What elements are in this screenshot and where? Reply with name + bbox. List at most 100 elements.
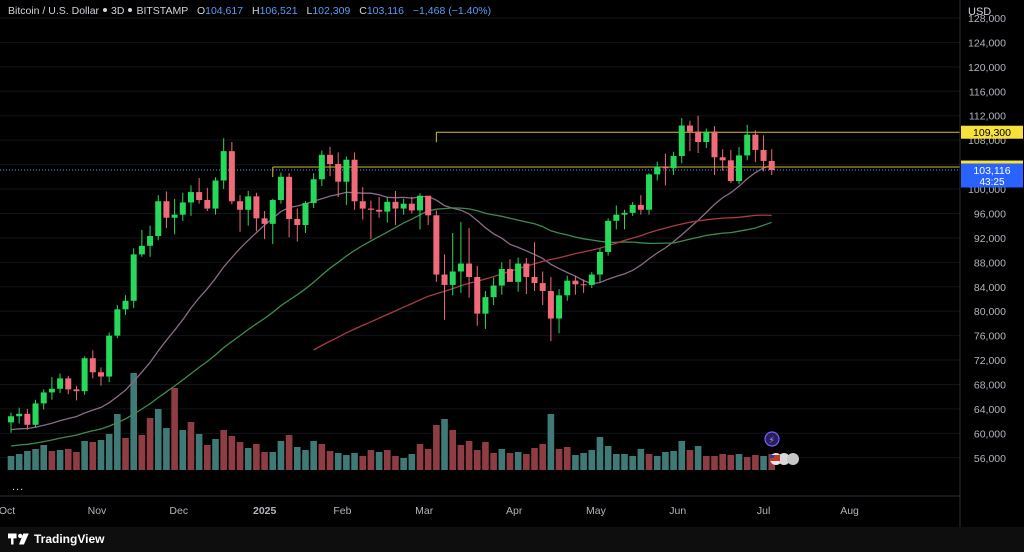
candle[interactable] bbox=[376, 209, 383, 212]
candle[interactable] bbox=[277, 176, 284, 201]
candle[interactable] bbox=[539, 283, 546, 292]
candle[interactable] bbox=[474, 276, 481, 314]
candle[interactable] bbox=[498, 269, 505, 286]
candle[interactable] bbox=[367, 208, 374, 210]
price-axis[interactable] bbox=[960, 0, 1024, 527]
candle[interactable] bbox=[351, 159, 358, 202]
candle[interactable] bbox=[237, 201, 244, 210]
candle[interactable] bbox=[392, 201, 399, 209]
candle[interactable] bbox=[449, 271, 456, 285]
candle[interactable] bbox=[523, 263, 530, 277]
candle[interactable] bbox=[678, 125, 685, 157]
candle[interactable] bbox=[711, 131, 718, 158]
more-options-button[interactable]: ... bbox=[12, 481, 25, 493]
candle[interactable] bbox=[572, 280, 579, 285]
candle[interactable] bbox=[16, 413, 23, 417]
candle[interactable] bbox=[400, 203, 407, 209]
candle[interactable] bbox=[204, 200, 211, 209]
candle[interactable] bbox=[646, 174, 653, 210]
candle[interactable] bbox=[269, 200, 276, 224]
candle[interactable] bbox=[122, 300, 129, 310]
candle[interactable] bbox=[670, 156, 677, 169]
candle[interactable] bbox=[89, 358, 96, 373]
candle[interactable] bbox=[228, 151, 235, 202]
candle[interactable] bbox=[196, 192, 203, 201]
candle[interactable] bbox=[73, 389, 80, 392]
candle[interactable] bbox=[768, 160, 775, 170]
candle[interactable] bbox=[629, 204, 636, 213]
candle[interactable] bbox=[556, 295, 563, 319]
candle[interactable] bbox=[425, 195, 432, 216]
candle[interactable] bbox=[114, 309, 121, 336]
candle[interactable] bbox=[130, 254, 137, 301]
candle[interactable] bbox=[245, 196, 252, 210]
candle[interactable] bbox=[727, 160, 734, 182]
candle[interactable] bbox=[457, 263, 464, 272]
candle[interactable] bbox=[220, 151, 227, 181]
candle[interactable] bbox=[212, 180, 219, 209]
currency-label[interactable]: USD bbox=[968, 6, 992, 18]
candle[interactable] bbox=[686, 125, 693, 132]
candle[interactable] bbox=[703, 131, 710, 142]
candle[interactable] bbox=[695, 131, 702, 142]
candle[interactable] bbox=[580, 284, 587, 286]
candle[interactable] bbox=[466, 263, 473, 277]
symbol-name[interactable]: Bitcoin / U.S. Dollar bbox=[8, 5, 100, 17]
candle[interactable] bbox=[310, 179, 317, 204]
candle[interactable] bbox=[57, 378, 64, 389]
candle[interactable] bbox=[171, 214, 178, 218]
candle[interactable] bbox=[752, 134, 759, 150]
candle[interactable] bbox=[654, 166, 661, 175]
candle[interactable] bbox=[490, 285, 497, 298]
candle[interactable] bbox=[605, 220, 612, 252]
candle[interactable] bbox=[65, 378, 72, 390]
candle[interactable] bbox=[48, 388, 55, 393]
candle[interactable] bbox=[179, 202, 186, 215]
candle[interactable] bbox=[531, 276, 538, 284]
tradingview-brand[interactable]: TradingView bbox=[34, 532, 105, 546]
candle[interactable] bbox=[327, 154, 334, 164]
candle[interactable] bbox=[97, 372, 104, 377]
candle[interactable] bbox=[187, 192, 194, 203]
candle[interactable] bbox=[32, 403, 39, 425]
lightning-event-icon[interactable] bbox=[764, 431, 780, 447]
candle[interactable] bbox=[81, 358, 88, 392]
candle[interactable] bbox=[506, 269, 513, 282]
candle[interactable] bbox=[547, 291, 554, 319]
candle[interactable] bbox=[760, 149, 767, 161]
candle[interactable] bbox=[359, 201, 366, 209]
flag-event-icon-2[interactable] bbox=[778, 453, 790, 465]
candle[interactable] bbox=[662, 166, 669, 169]
candle[interactable] bbox=[40, 392, 47, 404]
flag-event-icon-3[interactable] bbox=[787, 453, 799, 465]
candle[interactable] bbox=[588, 274, 595, 285]
candle[interactable] bbox=[24, 413, 31, 425]
candle[interactable] bbox=[596, 251, 603, 275]
candle[interactable] bbox=[155, 201, 162, 237]
candle[interactable] bbox=[621, 212, 628, 215]
candle[interactable] bbox=[408, 203, 415, 211]
candle[interactable] bbox=[343, 159, 350, 182]
candle[interactable] bbox=[163, 201, 170, 218]
candle[interactable] bbox=[147, 236, 154, 246]
candle[interactable] bbox=[515, 263, 522, 282]
candle[interactable] bbox=[744, 134, 751, 156]
candle[interactable] bbox=[482, 297, 489, 314]
candle[interactable] bbox=[719, 157, 726, 161]
candle[interactable] bbox=[8, 416, 14, 423]
candle[interactable] bbox=[261, 218, 268, 224]
candle[interactable] bbox=[564, 280, 571, 296]
candle[interactable] bbox=[384, 201, 391, 212]
candle[interactable] bbox=[302, 203, 309, 226]
candle[interactable] bbox=[613, 214, 620, 221]
candle[interactable] bbox=[253, 196, 260, 219]
candle[interactable] bbox=[106, 335, 113, 377]
candle[interactable] bbox=[294, 218, 301, 226]
candle[interactable] bbox=[441, 274, 448, 285]
candle[interactable] bbox=[335, 163, 342, 182]
candle[interactable] bbox=[417, 195, 423, 211]
interval-label[interactable]: 3D bbox=[111, 5, 125, 17]
candle[interactable] bbox=[433, 215, 440, 275]
candle[interactable] bbox=[318, 154, 325, 180]
